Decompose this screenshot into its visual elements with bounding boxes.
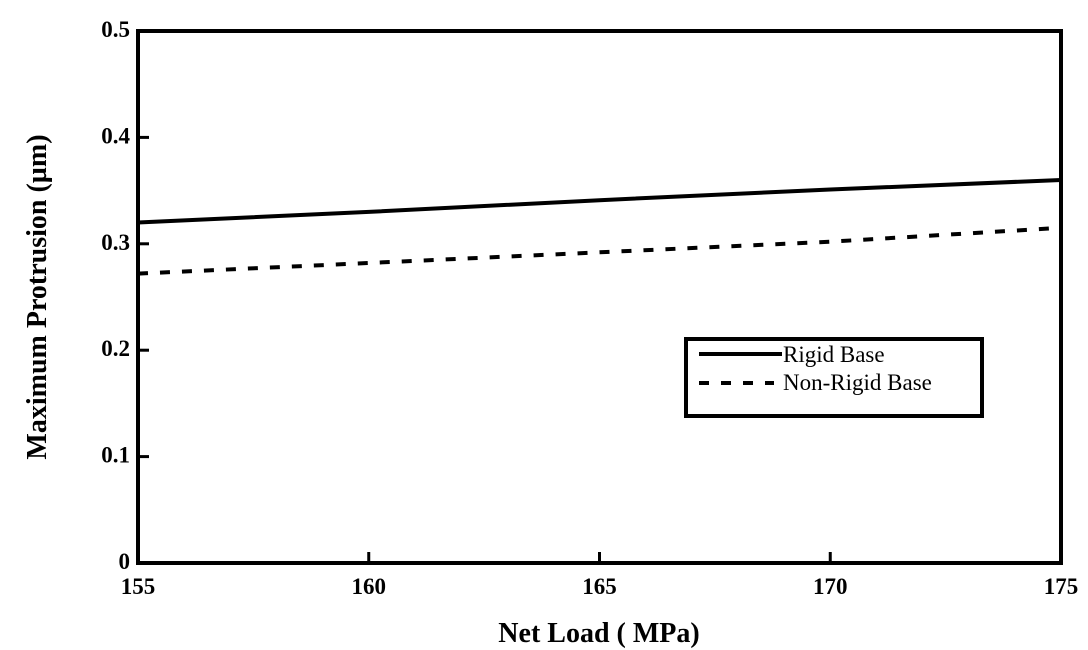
legend-label-rigid-base: Rigid Base [783,342,885,367]
y-tick-label: 0.2 [101,336,130,361]
y-axis-ticks: 0 0.1 0.2 0.3 0.4 0.5 [101,17,149,574]
plot-frame [136,29,1063,565]
series-layer [137,178,1062,276]
x-tick-label: 160 [352,574,387,599]
legend-label-non-rigid-base: Non-Rigid Base [783,370,932,395]
x-axis-title: Net Load ( MPa) [498,618,699,649]
y-tick-label: 0.5 [101,17,130,42]
x-tick-label: 170 [813,574,848,599]
y-axis-title: Maximum Protrusion (µm) [22,134,53,459]
y-tick-label: 0.4 [101,123,130,148]
x-tick-label: 155 [121,574,156,599]
x-axis-ticks: 155 160 165 170 175 [121,552,1079,599]
y-tick-label: 0 [119,549,131,574]
y-tick-label: 0.1 [101,443,130,468]
y-tick-label: 0.3 [101,230,130,255]
legend: Rigid Base Non-Rigid Base [684,337,984,418]
series-line-non-rigid-base [137,225,1062,276]
x-tick-label: 165 [582,574,617,599]
legend-box [684,337,984,418]
series-line-rigid-base [137,178,1062,225]
x-tick-label: 175 [1044,574,1079,599]
